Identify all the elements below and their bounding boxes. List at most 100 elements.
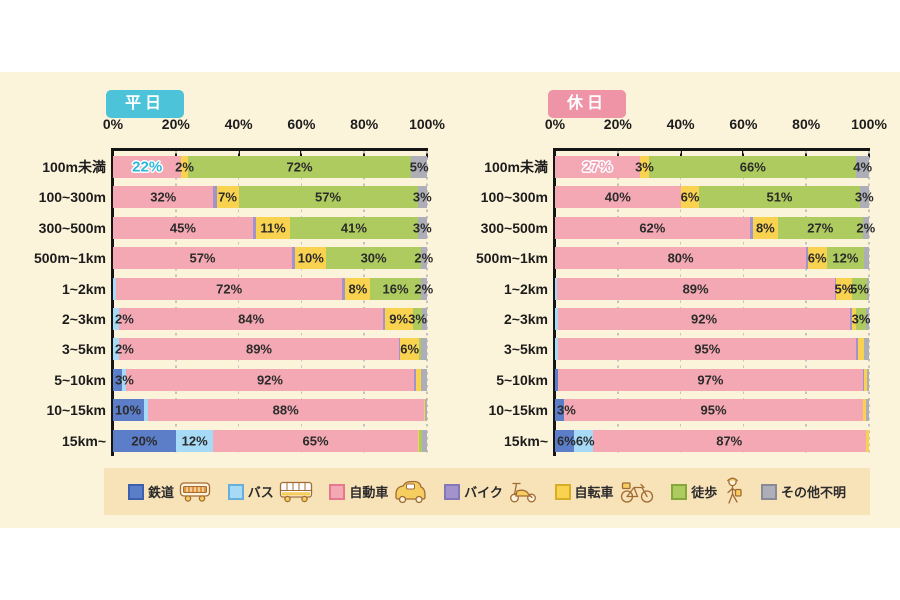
segment-car: 57% bbox=[113, 247, 292, 270]
segment-scooter bbox=[749, 216, 753, 239]
segment-car: 62% bbox=[555, 216, 750, 239]
gridline bbox=[805, 151, 807, 456]
car-icon bbox=[393, 480, 427, 504]
segment-car: 45% bbox=[113, 216, 253, 239]
segment-car: 84% bbox=[119, 307, 384, 330]
segment-bicycle bbox=[417, 429, 420, 452]
gridline bbox=[175, 151, 177, 456]
segment-walk: 27% bbox=[777, 216, 863, 239]
segment-other bbox=[867, 277, 869, 300]
segment-scooter bbox=[856, 338, 858, 361]
segment-bus bbox=[113, 277, 117, 300]
bar-value-label: 80% bbox=[667, 250, 694, 266]
chart-row: 1~2km 72% 8% 16% 2% bbox=[10, 277, 450, 300]
segment-bus bbox=[555, 277, 557, 300]
segment-train: 6% bbox=[555, 429, 576, 452]
segment-walk: 41% bbox=[290, 216, 418, 239]
segment-other bbox=[865, 399, 869, 422]
segment-bus bbox=[555, 338, 559, 361]
segment-other: 5% bbox=[409, 156, 429, 178]
bar-value-label: 22% bbox=[132, 158, 163, 176]
stacked-bar: 62% 8% 27% 2% bbox=[555, 216, 875, 239]
category-label: 100~300m bbox=[38, 189, 106, 206]
bar-value-label: 5% bbox=[409, 159, 429, 175]
bar-value-label: 2% bbox=[856, 220, 876, 236]
axis-tick-label: 0% bbox=[544, 116, 566, 132]
segment-other bbox=[425, 399, 427, 422]
axis-tick-label: 40% bbox=[666, 116, 695, 132]
segment-walk: 66% bbox=[649, 156, 857, 178]
bar-value-label: 27% bbox=[807, 220, 834, 236]
chart-row: 3~5km 2% 89% 6% bbox=[10, 338, 450, 361]
bar-value-label: 5% bbox=[834, 281, 854, 297]
chart-row: 15km~ 20% 12% 65% bbox=[10, 429, 450, 452]
segment-car: 22% bbox=[113, 156, 182, 178]
segment-bicycle: 2% bbox=[175, 156, 194, 178]
stacked-bar: 92% 3% bbox=[555, 307, 871, 330]
chart-row: 3~5km 95% bbox=[452, 338, 892, 361]
category-label: 2~3km bbox=[62, 310, 106, 327]
segment-walk: 3% bbox=[408, 307, 427, 330]
segment-car: 27% bbox=[555, 156, 640, 178]
chart-row: 5~10km 97% bbox=[452, 368, 892, 391]
train-icon bbox=[179, 480, 211, 503]
y-axis-line bbox=[552, 148, 556, 456]
segment-car: 72% bbox=[116, 277, 343, 300]
stacked-bar: 10% 88% bbox=[113, 399, 427, 422]
bars-area: 100m未満 27% 3% 66% 4% 100~300m 40% 6% 51% 3% 300~50… bbox=[452, 156, 892, 460]
bar-value-label: 6% bbox=[575, 433, 595, 449]
category-label: 1~2km bbox=[62, 280, 106, 297]
segment-bicycle: 5% bbox=[834, 277, 854, 300]
category-label: 3~5km bbox=[504, 341, 548, 358]
gridlines bbox=[113, 151, 428, 456]
segment-scooter bbox=[383, 307, 385, 330]
bar-value-label: 51% bbox=[766, 189, 793, 205]
legend: 鉄道 バス 自動車 バイク 自転車 徒歩 その他不明 bbox=[104, 468, 870, 515]
segment-walk: 72% bbox=[187, 156, 412, 178]
bar-value-label: 32% bbox=[150, 189, 177, 205]
segment-train: 20% bbox=[113, 429, 176, 452]
segment-other bbox=[420, 338, 427, 361]
bar-value-label: 3% bbox=[851, 311, 871, 327]
category-label: 5~10km bbox=[54, 371, 106, 388]
legend-label: 自動車 bbox=[349, 485, 389, 500]
stacked-bar: 40% 6% 51% 3% bbox=[555, 186, 874, 209]
category-label: 300~500m bbox=[480, 219, 548, 236]
segment-scooter bbox=[862, 368, 865, 391]
segment-bus bbox=[122, 368, 126, 391]
bar-value-label: 2% bbox=[115, 311, 134, 327]
axis-tick-label: 60% bbox=[287, 116, 316, 132]
bar-value-label: 72% bbox=[216, 281, 243, 297]
chart-row: 100~300m 40% 6% 51% 3% bbox=[452, 186, 892, 209]
segment-scooter bbox=[806, 247, 808, 270]
legend-label: 徒歩 bbox=[691, 485, 718, 500]
segment-other: 4% bbox=[853, 156, 872, 178]
bar-value-label: 95% bbox=[700, 402, 727, 418]
holiday-badge: 休日 bbox=[548, 90, 626, 118]
segment-walk: 5% bbox=[850, 277, 869, 300]
category-label: 10~15km bbox=[488, 402, 548, 419]
segment-bicycle: 8% bbox=[345, 277, 371, 300]
segment-bicycle: 7% bbox=[216, 186, 239, 209]
axis-tick-label: 20% bbox=[603, 116, 632, 132]
bar-value-label: 3% bbox=[557, 402, 576, 418]
category-label: 15km~ bbox=[62, 432, 106, 449]
segment-other bbox=[422, 429, 427, 452]
category-label: 100m未満 bbox=[42, 159, 106, 175]
segment-car: 32% bbox=[113, 186, 214, 209]
legend-item: 自転車 bbox=[554, 479, 655, 504]
chart-row: 300~500m 62% 8% 27% 2% bbox=[452, 216, 892, 239]
stacked-bar: 80% 6% 12% bbox=[555, 247, 869, 270]
segment-walk: 51% bbox=[699, 186, 860, 209]
bar-value-label: 12% bbox=[181, 433, 208, 449]
bar-value-label: 95% bbox=[694, 341, 721, 357]
segment-car: 97% bbox=[558, 368, 863, 391]
segment-bicycle: 10% bbox=[295, 247, 327, 270]
segment-bicycle bbox=[423, 399, 426, 422]
bar-value-label: 57% bbox=[315, 189, 342, 205]
axis-tick-label: 80% bbox=[350, 116, 379, 132]
bar-value-label: 27% bbox=[582, 158, 613, 176]
category-label: 5~10km bbox=[496, 371, 548, 388]
segment-scooter bbox=[849, 307, 852, 330]
segment-bicycle: 9% bbox=[384, 307, 413, 330]
